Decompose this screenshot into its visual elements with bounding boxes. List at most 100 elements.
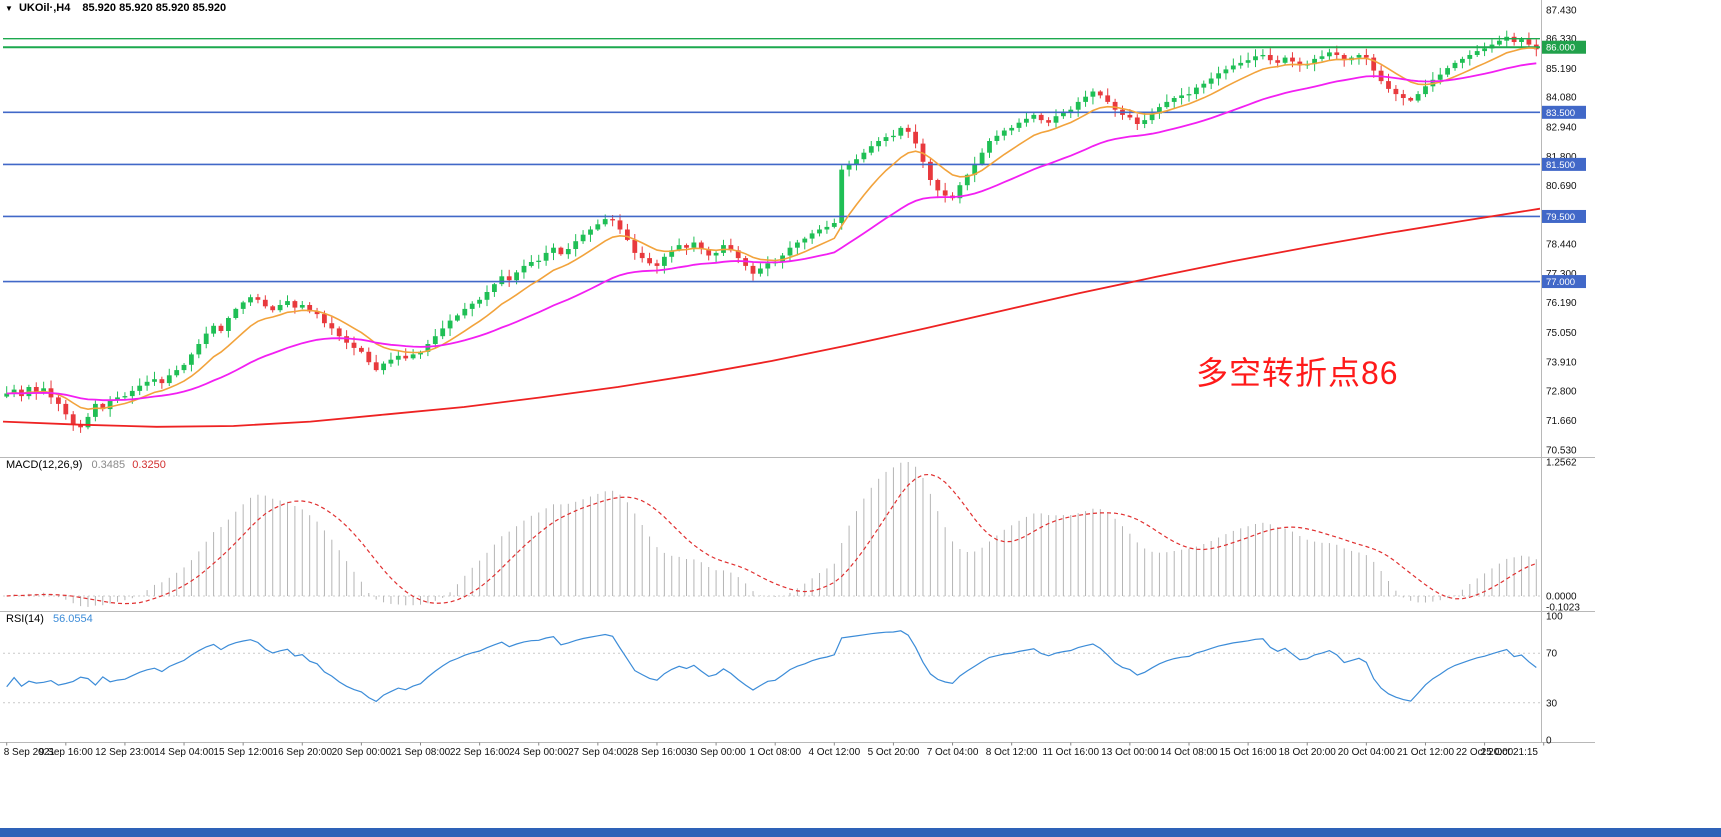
rsi-axis-label: 70 — [1546, 649, 1558, 660]
candle-body — [152, 379, 157, 382]
candle-body — [1290, 57, 1295, 62]
candle-body — [314, 311, 320, 315]
ma-fast-line — [6, 47, 1537, 411]
candle-body — [233, 308, 239, 318]
price-axis-label: 70.530 — [1546, 446, 1577, 457]
price-axis-label: 85.190 — [1546, 64, 1577, 75]
candle-body — [1363, 55, 1369, 58]
time-axis-label: 21 Sep 08:00 — [391, 747, 451, 758]
candle-body — [1164, 101, 1170, 108]
candle-body — [676, 245, 682, 251]
price-axis-label: 76.190 — [1546, 298, 1577, 309]
candle-body — [1127, 114, 1133, 118]
candle-body — [846, 164, 852, 170]
candle-body — [979, 152, 985, 165]
candle-body — [226, 318, 231, 331]
candle-body — [1386, 81, 1391, 89]
time-axis-label: 18 Oct 20:00 — [1279, 747, 1337, 758]
candle-body — [285, 301, 290, 305]
candle-body — [935, 180, 941, 191]
time-axis-label: 7 Oct 04:00 — [927, 747, 979, 758]
candle-body — [1009, 127, 1015, 131]
ma-slow-line — [2, 207, 1541, 428]
candle-body — [905, 127, 911, 132]
candle-body — [787, 247, 793, 256]
price-axis-label: 75.050 — [1546, 328, 1577, 339]
candle-body — [373, 362, 379, 371]
candle-body — [240, 302, 246, 309]
candle-body — [1105, 95, 1111, 102]
candle-body — [322, 314, 327, 324]
candle-body — [492, 284, 497, 292]
macd-histogram — [13, 462, 1537, 607]
price-axis-label: 77.300 — [1546, 269, 1577, 280]
candle-body — [817, 229, 822, 234]
candle-body — [1267, 55, 1273, 61]
candle-body — [1149, 113, 1155, 121]
time-axis-label: 11 Oct 16:00 — [1043, 747, 1100, 758]
time-axis-label: 20 Oct 04:00 — [1338, 747, 1396, 758]
rsi-line — [6, 630, 1537, 703]
candle-body — [957, 185, 963, 199]
candle-body — [1312, 58, 1317, 65]
candle-body — [987, 141, 992, 153]
symbol-dropdown-icon[interactable]: ▼ — [5, 4, 13, 13]
candle-body — [218, 325, 224, 331]
candle-body — [1179, 95, 1184, 98]
time-axis-label: 1 Oct 08:00 — [749, 747, 801, 758]
candle-body — [1452, 62, 1458, 69]
candle-body — [994, 135, 1000, 141]
candle-body — [706, 249, 712, 256]
time-axis-label: 14 Sep 04:00 — [154, 747, 214, 758]
price-axis-label: 84.080 — [1546, 93, 1577, 104]
candle-body — [1356, 55, 1362, 58]
chart-annotation[interactable]: 多空转折点86 — [1196, 355, 1399, 391]
candle-body — [765, 263, 771, 269]
candle-body — [602, 219, 608, 225]
time-axis-label: 28 Sep 16:00 — [627, 747, 687, 758]
candle-body — [1415, 94, 1421, 101]
candle-body — [388, 359, 394, 364]
candle-body — [1474, 51, 1480, 55]
quote-bar: ▼ UKOil·,H4 85.920 85.920 85.920 85.920 — [5, 2, 226, 14]
candle-body — [1186, 94, 1192, 96]
candle-body — [662, 256, 667, 266]
candle-body — [1024, 118, 1029, 123]
candle-body — [1327, 52, 1332, 57]
candle-body — [11, 389, 17, 394]
candle-body — [196, 344, 202, 355]
price-badge-label: 83.500 — [1546, 108, 1575, 119]
candle-body — [824, 226, 830, 230]
candle-body — [1216, 73, 1221, 79]
candle-body — [307, 305, 313, 312]
candle-body — [203, 333, 209, 344]
candle-body — [802, 238, 808, 243]
candle-body — [299, 305, 305, 308]
time-axis-label: 15 Oct 16:00 — [1219, 747, 1277, 758]
candle-body — [440, 328, 446, 337]
candle-body — [891, 135, 896, 138]
candle-body — [506, 276, 512, 281]
candle-body — [255, 297, 261, 300]
candle-body — [558, 247, 564, 255]
symbol-label: UKOil·,H4 — [18, 2, 71, 14]
candle-body — [344, 336, 349, 343]
price-badge — [1542, 157, 1586, 171]
candle-body — [1201, 83, 1207, 88]
time-axis-label: 13 Oct 00:00 — [1101, 747, 1159, 758]
rsi-indicator-label: RSI(14) 56.0554 — [6, 613, 93, 625]
candle-body — [1208, 78, 1214, 84]
candle-body — [477, 299, 482, 304]
candle-body — [248, 297, 253, 303]
candle-body — [292, 301, 298, 308]
time-axis-label: 22 Sep 16:00 — [450, 747, 510, 758]
candle-body — [1075, 101, 1081, 110]
candle-body — [181, 364, 187, 371]
candle-body — [395, 355, 401, 360]
macd-axis: 1.2562 0.0000-0.1023 — [1546, 458, 1580, 614]
candle-body — [551, 247, 556, 253]
candle-body — [1526, 39, 1532, 45]
candle-body — [159, 379, 165, 384]
macd-axis-label: -0.1023 — [1546, 602, 1580, 613]
